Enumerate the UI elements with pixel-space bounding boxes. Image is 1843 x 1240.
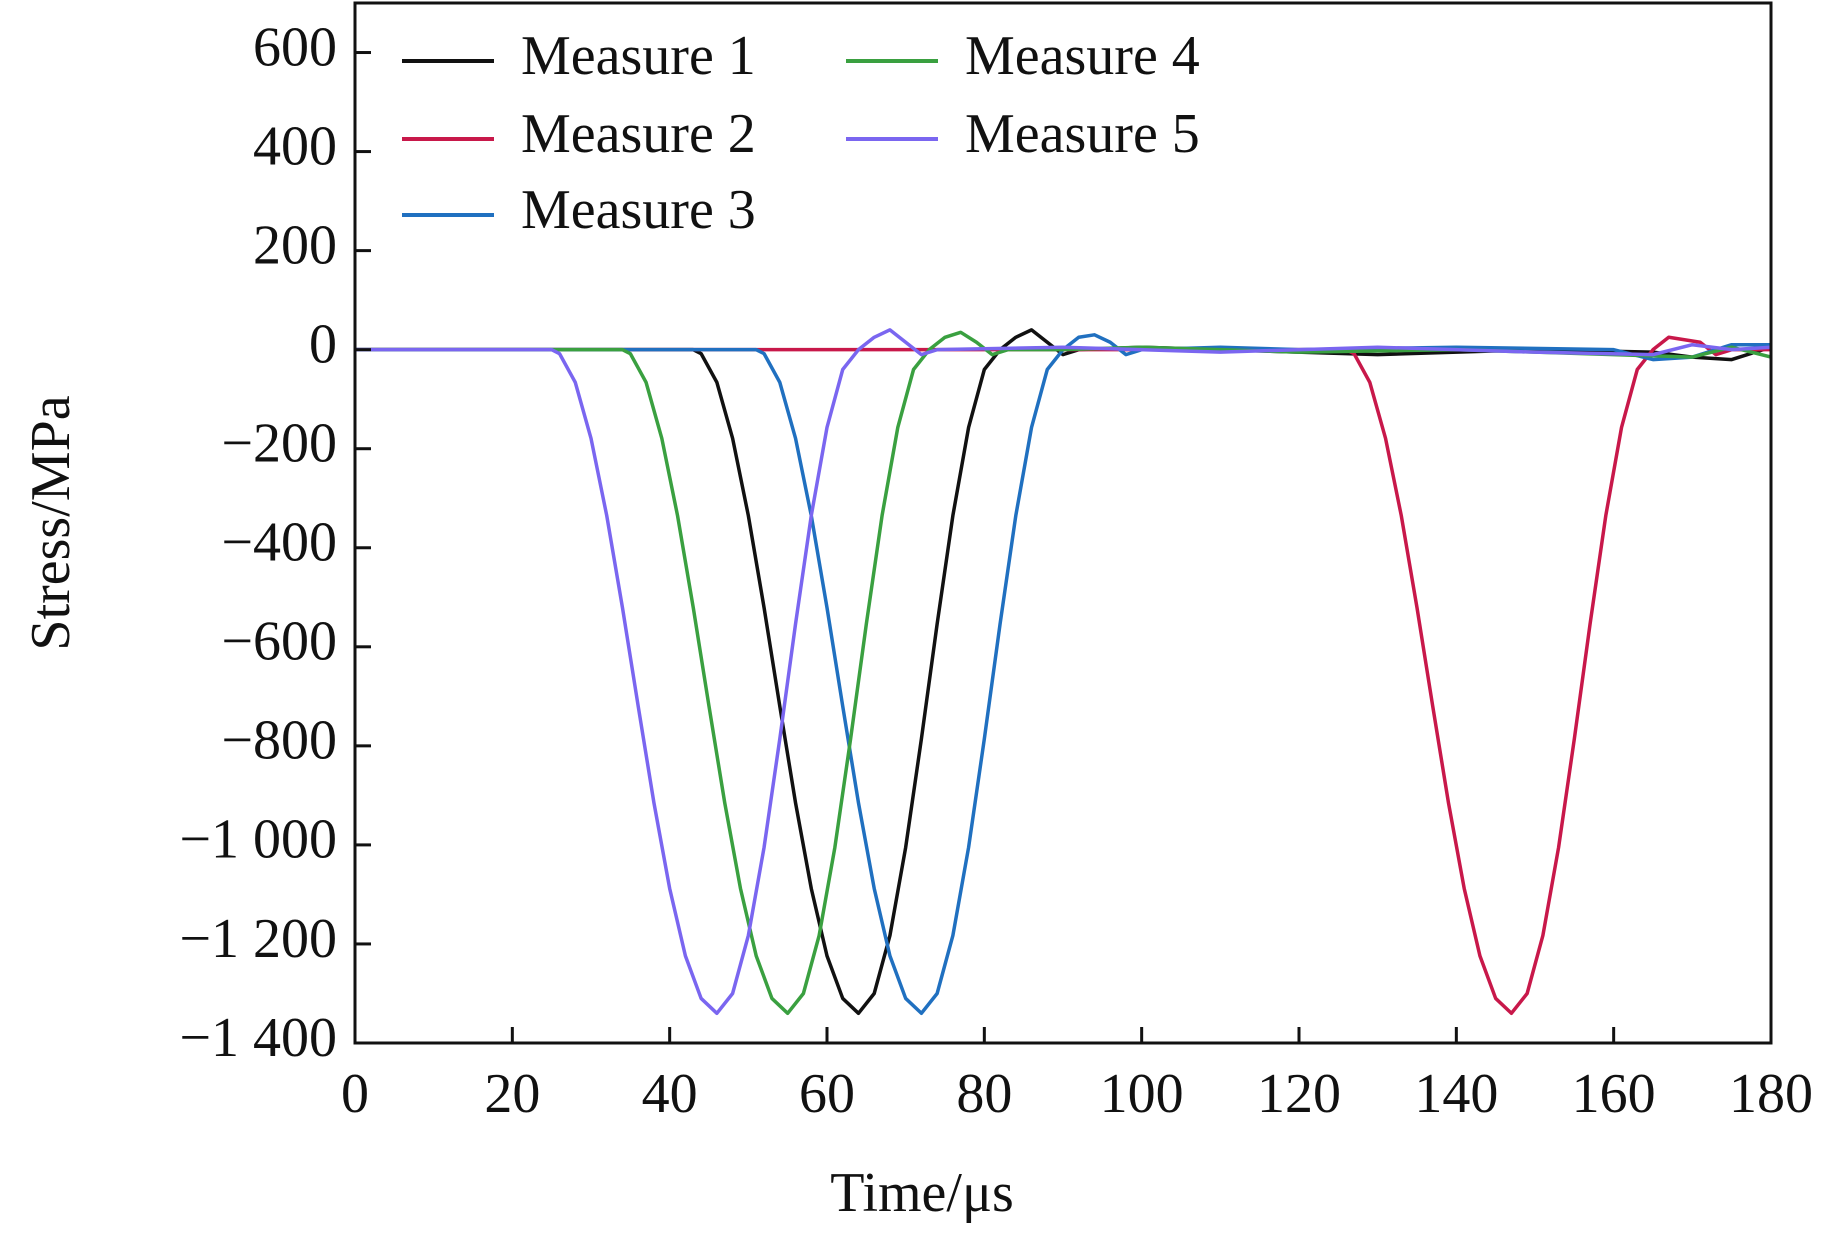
series-line bbox=[355, 333, 1771, 1016]
y-tick-label: −1 200 bbox=[179, 908, 337, 970]
series-line bbox=[355, 330, 1771, 1016]
y-tick-label: 600 bbox=[253, 16, 337, 78]
x-tick-label: 80 bbox=[956, 1063, 1012, 1125]
x-tick-label: 40 bbox=[642, 1063, 698, 1125]
legend-label: Measure 5 bbox=[965, 103, 1200, 165]
legend-label: Measure 4 bbox=[965, 25, 1200, 87]
x-tick-label: 20 bbox=[484, 1063, 540, 1125]
x-tick-label: 120 bbox=[1257, 1063, 1341, 1125]
y-tick-label: 0 bbox=[309, 314, 337, 376]
plot-lines bbox=[355, 328, 1771, 1016]
series-line bbox=[355, 328, 1771, 1016]
x-tick-label: 140 bbox=[1414, 1063, 1498, 1125]
y-tick-label: −600 bbox=[221, 611, 337, 673]
x-tick-label: 100 bbox=[1100, 1063, 1184, 1125]
x-tick-label: 0 bbox=[341, 1063, 369, 1125]
y-tick-label: −1 400 bbox=[179, 1007, 337, 1069]
series-line bbox=[355, 328, 1771, 1016]
y-axis-label: Stress/MPa bbox=[20, 395, 82, 650]
plot-frame bbox=[353, 1, 1773, 1045]
x-tick-label: 60 bbox=[799, 1063, 855, 1125]
y-tick-label: 200 bbox=[253, 214, 337, 276]
series-line bbox=[355, 335, 1771, 1016]
legend-label: Measure 3 bbox=[521, 179, 756, 241]
y-tick-label: −800 bbox=[221, 710, 337, 772]
x-tick-label: 160 bbox=[1572, 1063, 1656, 1125]
y-tick-label: −400 bbox=[221, 512, 337, 574]
legend-label: Measure 1 bbox=[521, 25, 756, 87]
y-tick-label: 400 bbox=[253, 115, 337, 177]
y-tick-label: −200 bbox=[221, 413, 337, 475]
x-tick-label: 180 bbox=[1729, 1063, 1813, 1125]
y-tick-label: −1 000 bbox=[179, 809, 337, 871]
legend-label: Measure 2 bbox=[521, 103, 756, 165]
x-axis-label: Time/μs bbox=[830, 1162, 1014, 1224]
